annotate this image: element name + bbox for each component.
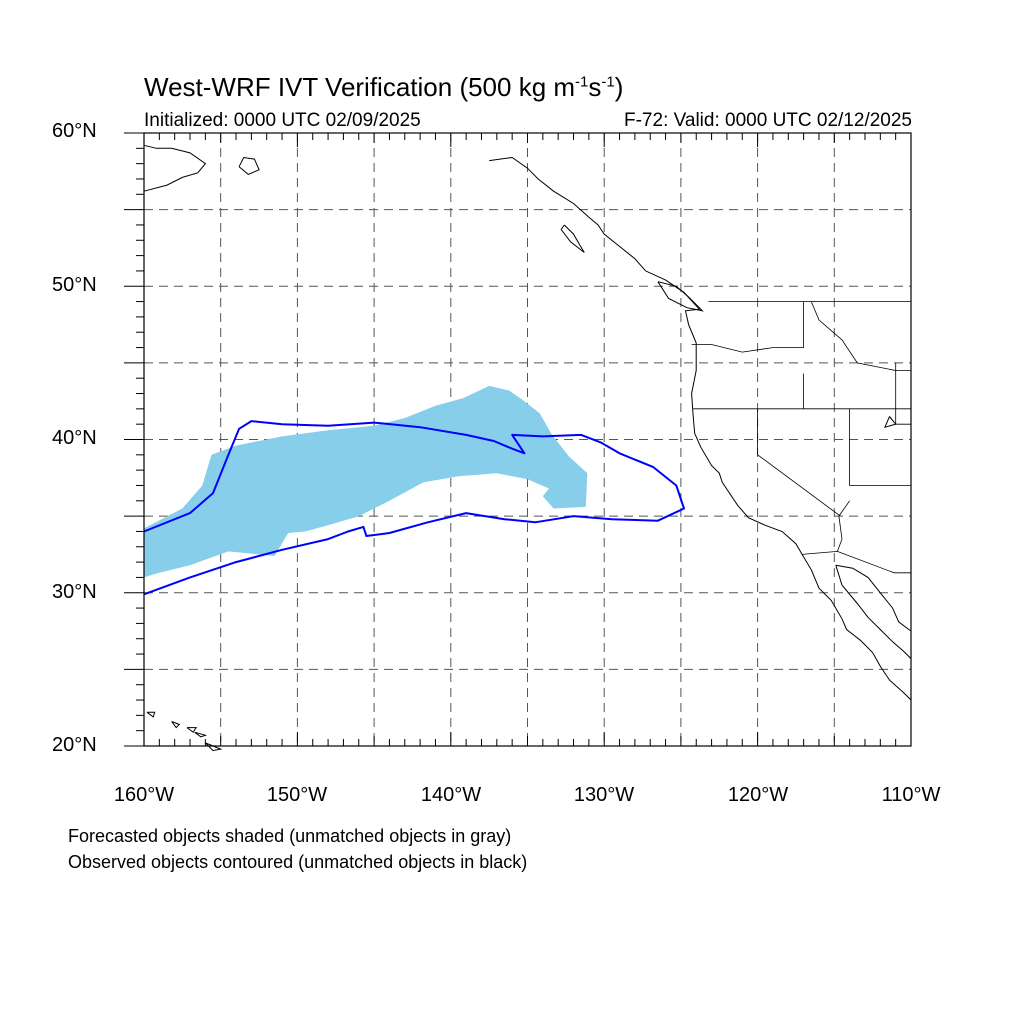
map-frame: [143, 132, 912, 747]
coastline: [560, 224, 585, 253]
coastline: [835, 565, 912, 659]
state-border: [849, 408, 911, 486]
lon-label-160w: 160°W: [113, 784, 175, 806]
observed-objects: [143, 420, 685, 596]
island: [194, 731, 208, 738]
coastline: [143, 144, 207, 192]
lat-label-30: 30°N: [52, 581, 97, 603]
lat-label-20: 20°N: [52, 734, 97, 756]
observed-note: Observed objects contoured (unmatched ob…: [68, 852, 528, 872]
forecast-note: Forecasted objects shaded (unmatched obj…: [68, 826, 512, 846]
lat-label-60: 60°N: [52, 120, 97, 142]
lon-label-130w: 130°W: [573, 784, 635, 806]
state-border: [757, 408, 841, 517]
coastlines: [143, 144, 912, 752]
state-border: [802, 550, 911, 574]
state-border: [837, 500, 850, 552]
coastline: [835, 564, 912, 632]
forecast-objects: [144, 385, 588, 578]
island: [146, 711, 156, 718]
lon-label-140w: 140°W: [420, 784, 482, 806]
lat-label-50: 50°N: [52, 274, 97, 296]
state-border: [810, 301, 911, 371]
observed-ivt-contour: [143, 420, 685, 596]
plot-title: West-WRF IVT Verification (500 kg m-1s-1…: [144, 72, 624, 102]
political-borders: [691, 301, 911, 574]
state-border: [691, 344, 804, 353]
coastline: [657, 281, 704, 312]
coastline: [238, 156, 260, 175]
island: [186, 727, 198, 733]
valid-time-label: F-72: Valid: 0000 UTC 02/12/2025: [624, 110, 912, 131]
island: [171, 721, 181, 729]
lon-label-150w: 150°W: [266, 784, 328, 806]
island: [205, 742, 223, 752]
forecast-ivt-object: [144, 385, 588, 578]
state-border: [895, 362, 911, 425]
coastline: [489, 156, 912, 701]
lon-label-110w: 110°W: [881, 784, 941, 806]
lon-label-120w: 120°W: [727, 784, 789, 806]
init-time-label: Initialized: 0000 UTC 02/09/2025: [144, 110, 421, 131]
coastline: [884, 416, 897, 428]
lat-label-40: 40°N: [52, 427, 97, 449]
